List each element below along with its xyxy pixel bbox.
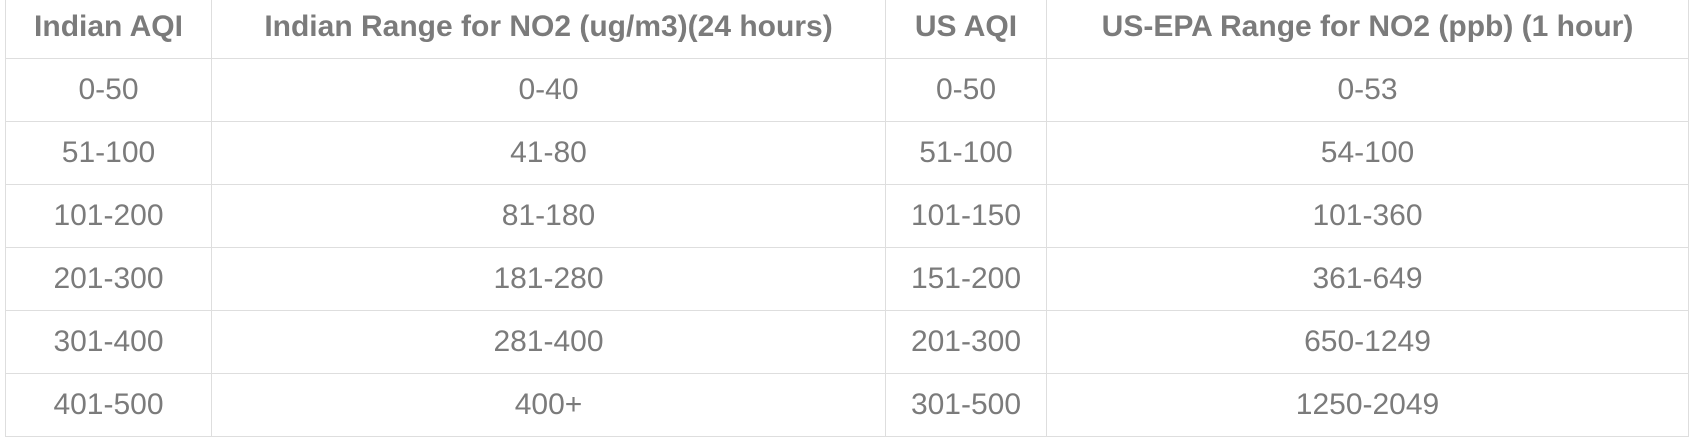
aqi-no2-table: Indian AQI Indian Range for NO2 (ug/m3)(… bbox=[5, 0, 1689, 437]
header-us-epa-no2-range: US-EPA Range for NO2 (ppb) (1 hour) bbox=[1046, 0, 1689, 59]
cell-us-aqi: 151-200 bbox=[885, 247, 1047, 311]
header-indian-aqi: Indian AQI bbox=[5, 0, 212, 59]
header-us-aqi: US AQI bbox=[885, 0, 1047, 59]
table-row: 401-500 400+ 301-500 1250-2049 bbox=[5, 373, 1689, 437]
header-indian-no2-range: Indian Range for NO2 (ug/m3)(24 hours) bbox=[211, 0, 886, 59]
cell-indian-no2-range: 81-180 bbox=[211, 184, 886, 248]
table-row: 201-300 181-280 151-200 361-649 bbox=[5, 247, 1689, 311]
cell-indian-no2-range: 181-280 bbox=[211, 247, 886, 311]
cell-us-epa-no2-range: 650-1249 bbox=[1046, 310, 1689, 374]
cell-indian-no2-range: 400+ bbox=[211, 373, 886, 437]
table-header-row: Indian AQI Indian Range for NO2 (ug/m3)(… bbox=[5, 0, 1689, 59]
table-row: 51-100 41-80 51-100 54-100 bbox=[5, 121, 1689, 185]
cell-us-epa-no2-range: 1250-2049 bbox=[1046, 373, 1689, 437]
cell-us-aqi: 101-150 bbox=[885, 184, 1047, 248]
cell-indian-aqi: 301-400 bbox=[5, 310, 212, 374]
cell-us-epa-no2-range: 0-53 bbox=[1046, 58, 1689, 122]
cell-us-epa-no2-range: 361-649 bbox=[1046, 247, 1689, 311]
cell-indian-no2-range: 0-40 bbox=[211, 58, 886, 122]
cell-indian-aqi: 0-50 bbox=[5, 58, 212, 122]
cell-indian-aqi: 201-300 bbox=[5, 247, 212, 311]
cell-us-epa-no2-range: 54-100 bbox=[1046, 121, 1689, 185]
cell-indian-no2-range: 41-80 bbox=[211, 121, 886, 185]
cell-indian-aqi: 51-100 bbox=[5, 121, 212, 185]
table-row: 301-400 281-400 201-300 650-1249 bbox=[5, 310, 1689, 374]
table-row: 101-200 81-180 101-150 101-360 bbox=[5, 184, 1689, 248]
cell-us-aqi: 201-300 bbox=[885, 310, 1047, 374]
cell-indian-no2-range: 281-400 bbox=[211, 310, 886, 374]
cell-us-aqi: 301-500 bbox=[885, 373, 1047, 437]
cell-us-aqi: 51-100 bbox=[885, 121, 1047, 185]
cell-indian-aqi: 401-500 bbox=[5, 373, 212, 437]
cell-us-aqi: 0-50 bbox=[885, 58, 1047, 122]
table-row: 0-50 0-40 0-50 0-53 bbox=[5, 58, 1689, 122]
cell-us-epa-no2-range: 101-360 bbox=[1046, 184, 1689, 248]
cell-indian-aqi: 101-200 bbox=[5, 184, 212, 248]
